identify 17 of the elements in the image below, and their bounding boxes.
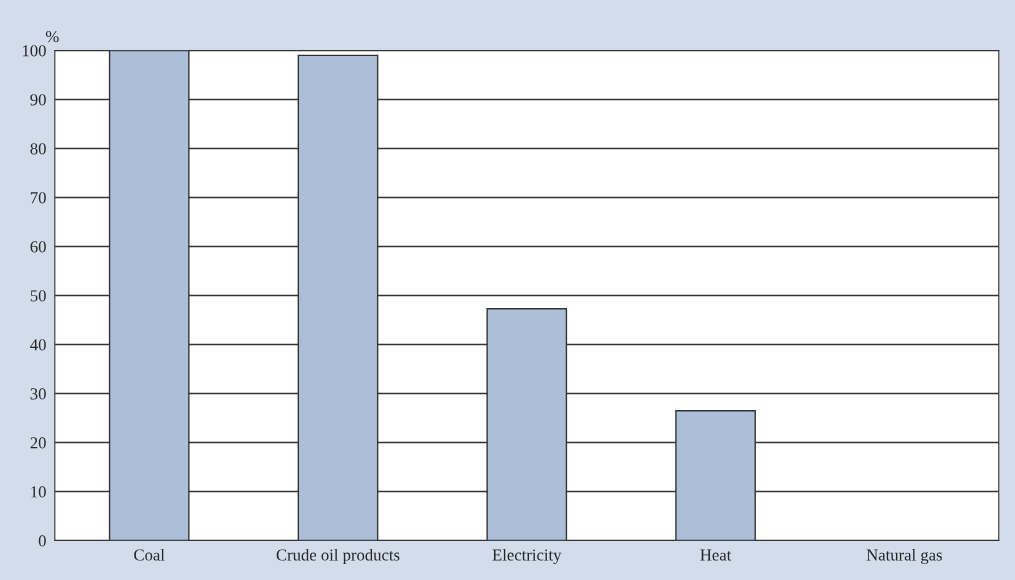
x-tick-label: Crude oil products xyxy=(276,548,400,565)
y-tick-label: 40 xyxy=(30,339,46,351)
y-axis-title: % xyxy=(45,30,59,43)
y-tick-label: 30 xyxy=(30,388,46,400)
x-tick-label: Heat xyxy=(700,549,732,561)
x-tick-label: Coal xyxy=(134,548,165,561)
y-tick-label: 10 xyxy=(31,486,46,498)
y-tick-label: 50 xyxy=(30,290,46,302)
y-tick-label: 80 xyxy=(30,143,46,155)
y-tick-label: 60 xyxy=(30,241,46,253)
y-tick-label: 20 xyxy=(30,437,46,449)
x-tick-label: Natural gas xyxy=(866,548,942,565)
y-tick-label: 100 xyxy=(22,45,46,57)
y-tick-label: 90 xyxy=(30,94,46,106)
y-tick-label: 0 xyxy=(38,535,46,547)
x-tick-label: Electricity xyxy=(492,548,562,565)
y-tick-label: 70 xyxy=(30,192,46,204)
